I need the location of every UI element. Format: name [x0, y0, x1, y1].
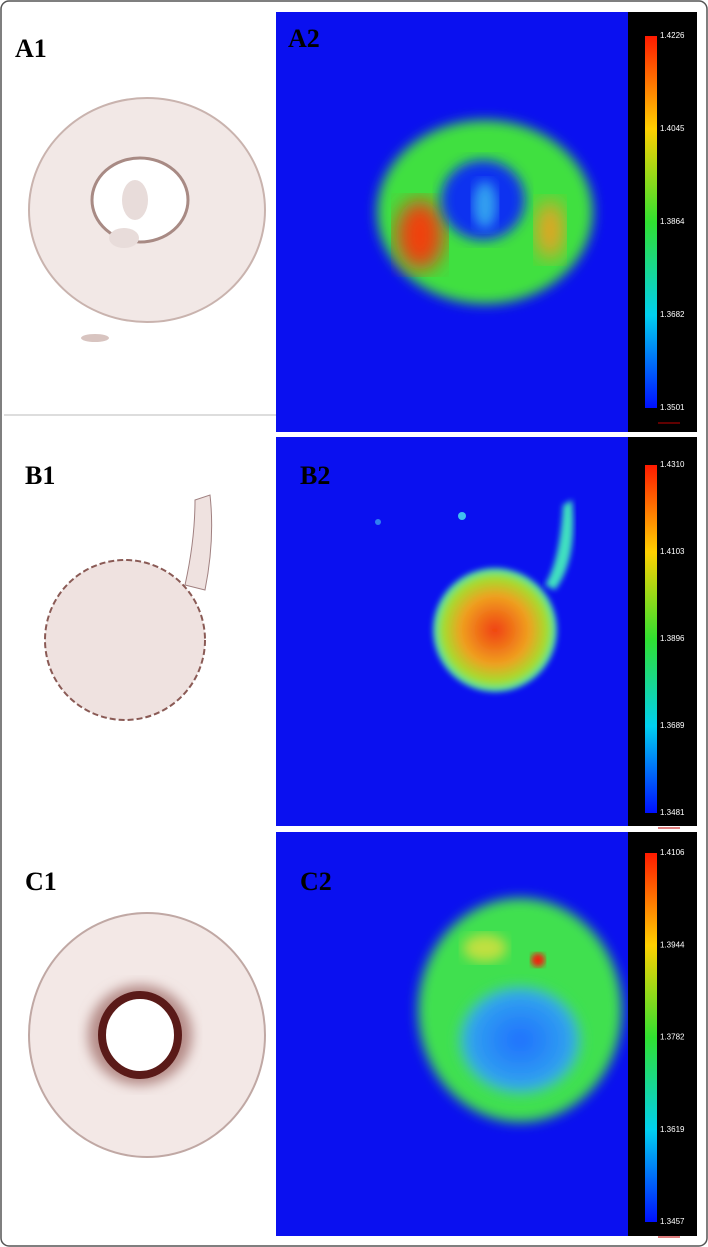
colorbar-label: 1.4045 [660, 124, 685, 133]
panel-label: C2 [300, 867, 332, 896]
cell-render [28, 912, 266, 1158]
panel-label: A2 [288, 24, 320, 53]
colorbar [645, 465, 657, 813]
colorbar-label: 1.3782 [660, 1033, 685, 1042]
cell-render [28, 97, 266, 342]
colorbar-label: 1.3896 [660, 634, 685, 643]
colorbar-label: 1.3864 [660, 217, 685, 226]
colorbar-label: 1.3619 [660, 1125, 685, 1134]
colorbar-label: 1.4103 [660, 547, 685, 556]
colorbar-label: 1.3457 [660, 1217, 685, 1226]
colorbar [645, 853, 657, 1222]
panel-label: B1 [25, 461, 55, 490]
cell-map [418, 898, 622, 1122]
panel-label: A1 [15, 34, 47, 63]
colorbar-label: 1.3689 [660, 721, 685, 730]
colorbar-label: 1.4226 [660, 31, 685, 40]
panel-label: B2 [300, 461, 330, 490]
cell-map [377, 120, 593, 304]
colorbar-panel [628, 12, 697, 432]
colorbar-label: 1.3682 [660, 310, 685, 319]
cell-render [44, 494, 213, 721]
panel-label: C1 [25, 867, 57, 896]
colorbar-label: 1.4106 [660, 848, 685, 857]
colorbar-panel [628, 437, 697, 826]
colorbar-label: 1.3481 [660, 808, 685, 817]
colorbar-label: 1.4310 [660, 460, 685, 469]
colorbar-panel [628, 832, 697, 1236]
colorbar-label: 1.3501 [660, 403, 685, 412]
cell-map [375, 500, 574, 692]
colorbar-label: 1.3944 [660, 940, 685, 949]
colorbar [645, 36, 657, 408]
